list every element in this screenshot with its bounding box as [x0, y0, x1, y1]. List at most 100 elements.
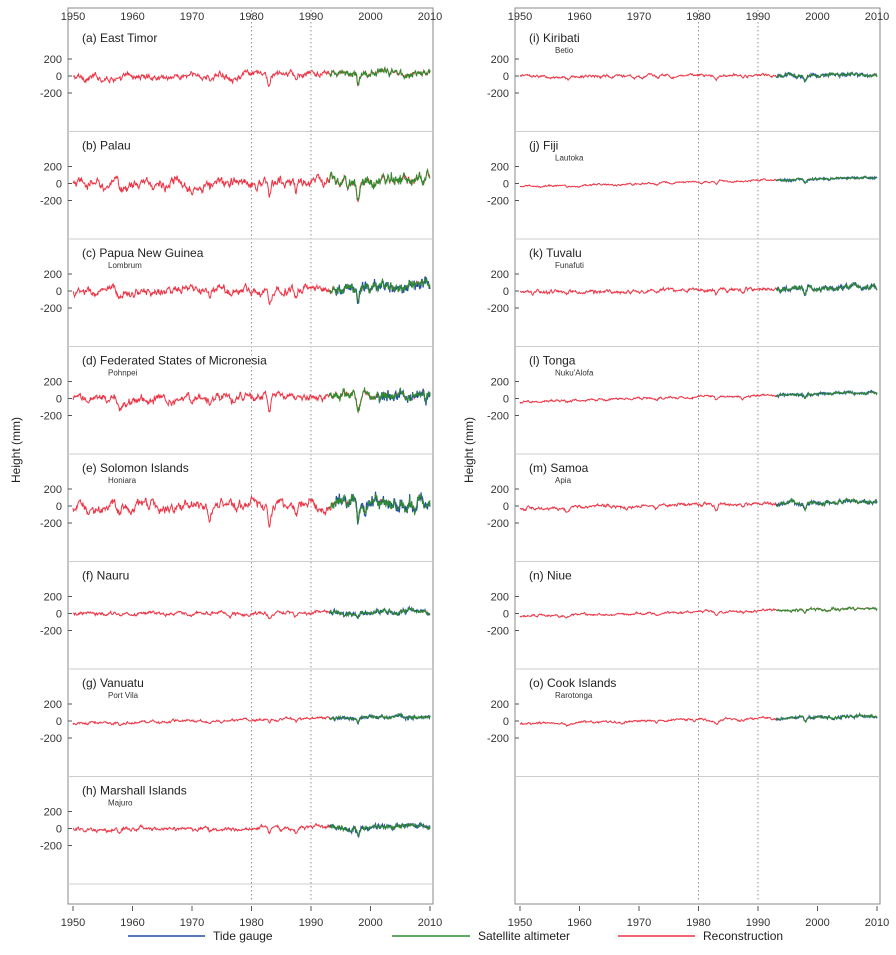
panel-d-altimeter-line — [328, 386, 431, 414]
panel-f-ytick-0: 0 — [56, 609, 62, 621]
panel-h-altimeter-line — [328, 822, 431, 837]
panel-b-altimeter-line — [328, 167, 431, 201]
panel-h-ytick-200: 200 — [44, 807, 62, 819]
panel-f-title: (f) Nauru — [82, 569, 129, 583]
panel-n-title: (n) Niue — [529, 569, 572, 583]
panel-l-site: Nuku'Alofa — [555, 369, 594, 378]
panel-d-ytick--200: -200 — [40, 411, 62, 423]
panel-l-ytick--200: -200 — [487, 411, 509, 423]
panel-o-reconstruction-line — [519, 714, 878, 727]
legend-label-0: Tide gauge — [213, 929, 273, 943]
legend-label-2: Reconstruction — [703, 929, 783, 943]
right-top-xtick-1950: 1950 — [508, 11, 532, 23]
panel-k-ytick-0: 0 — [503, 286, 509, 298]
panel-a-ytick--200: -200 — [40, 88, 62, 100]
panel-e-site: Honiara — [108, 476, 137, 485]
panel-b-ytick-200: 200 — [44, 162, 62, 174]
panel-n-ytick--200: -200 — [487, 626, 509, 638]
panel-f-ytick--200: -200 — [40, 626, 62, 638]
right-top-xtick-1960: 1960 — [567, 11, 591, 23]
panel-h-ytick--200: -200 — [40, 841, 62, 853]
right-top-xtick-2010: 2010 — [865, 11, 889, 23]
panel-e-altimeter-line — [328, 493, 431, 524]
panel-h-title: (h) Marshall Islands — [82, 784, 187, 798]
panel-e-ytick--200: -200 — [40, 518, 62, 530]
panel-a-altimeter-line — [329, 66, 431, 86]
right-bottom-xtick-2000: 2000 — [805, 917, 829, 929]
panel-o-ytick-0: 0 — [503, 716, 509, 728]
legend-label-1: Satellite altimeter — [478, 929, 570, 943]
panel-m-ytick-200: 200 — [491, 484, 509, 496]
panel-j-title: (j) Fiji — [529, 139, 558, 153]
panel-n-ytick-0: 0 — [503, 609, 509, 621]
panel-g-ytick--200: -200 — [40, 733, 62, 745]
panel-l-altimeter-line — [775, 390, 878, 400]
panel-c-ytick-200: 200 — [44, 269, 62, 281]
panel-d-ytick-200: 200 — [44, 377, 62, 389]
panel-o-title: (o) Cook Islands — [529, 676, 616, 690]
panel-j-ytick-200: 200 — [491, 162, 509, 174]
left-bottom-xtick-2010: 2010 — [418, 917, 442, 929]
right-top-xtick-1970: 1970 — [627, 11, 651, 23]
panel-g-site: Port Vila — [108, 691, 139, 700]
panel-d-site: Pohnpei — [108, 369, 138, 378]
panel-o-site: Rarotonga — [555, 691, 593, 700]
panel-i-ytick-200: 200 — [491, 54, 509, 66]
panel-i-ytick--200: -200 — [487, 88, 509, 100]
panel-o-ytick--200: -200 — [487, 733, 509, 745]
panel-a-ytick-200: 200 — [44, 54, 62, 66]
panel-m-title: (m) Samoa — [529, 461, 589, 475]
panel-b-ytick--200: -200 — [40, 196, 62, 208]
panel-f-ytick-200: 200 — [44, 592, 62, 604]
panel-m-site: Apia — [555, 476, 572, 485]
panel-k-altimeter-line — [775, 282, 878, 297]
panel-j-ytick-0: 0 — [503, 179, 509, 191]
panel-d-ytick-0: 0 — [56, 394, 62, 406]
panel-j-site: Lautoka — [555, 154, 584, 163]
panel-h-ytick-0: 0 — [56, 824, 62, 836]
panel-b-ytick-0: 0 — [56, 179, 62, 191]
panel-g-ytick-200: 200 — [44, 699, 62, 711]
panel-o-ytick-200: 200 — [491, 699, 509, 711]
left-column-frame — [67, 7, 434, 905]
left-bottom-xtick-1990: 1990 — [299, 917, 323, 929]
panel-h-site: Majuro — [108, 799, 133, 808]
panel-d-title: (d) Federated States of Micronesia — [82, 354, 267, 368]
panel-k-ytick--200: -200 — [487, 303, 509, 315]
panel-g-altimeter-line — [328, 712, 431, 724]
panel-e-ytick-0: 0 — [56, 501, 62, 513]
panel-l-ytick-0: 0 — [503, 394, 509, 406]
panel-i-ytick-0: 0 — [503, 71, 509, 83]
panel-j-ytick--200: -200 — [487, 196, 509, 208]
panel-g-title: (g) Vanuatu — [82, 676, 144, 690]
panel-n-reconstruction-line — [519, 606, 878, 619]
panel-k-ytick-200: 200 — [491, 269, 509, 281]
panel-k-title: (k) Tuvalu — [529, 246, 582, 260]
left-bottom-xtick-1950: 1950 — [61, 917, 85, 929]
panel-c-ytick-0: 0 — [56, 286, 62, 298]
panel-c-altimeter-line — [328, 277, 431, 305]
panel-a-title: (a) East Timor — [82, 31, 157, 45]
right-column-frame — [514, 7, 881, 905]
left-top-xtick-1950: 1950 — [61, 11, 85, 23]
panel-b-title: (b) Palau — [82, 139, 131, 153]
panel-l-ytick-200: 200 — [491, 377, 509, 389]
right-top-xtick-1990: 1990 — [746, 11, 770, 23]
left-bottom-xtick-1960: 1960 — [120, 917, 144, 929]
right-bottom-xtick-1980: 1980 — [686, 917, 710, 929]
right-bottom-xtick-1950: 1950 — [508, 917, 532, 929]
panel-n-altimeter-line — [776, 606, 878, 614]
left-y-axis-label: Height (mm) — [9, 417, 23, 483]
right-bottom-xtick-1970: 1970 — [627, 917, 651, 929]
panel-i-altimeter-line — [775, 71, 878, 83]
panel-k-site: Funafuti — [555, 261, 584, 270]
panel-a-ytick-0: 0 — [56, 71, 62, 83]
left-top-xtick-2000: 2000 — [358, 11, 382, 23]
panel-i-title: (i) Kiribati — [529, 31, 580, 45]
panel-m-altimeter-line — [776, 497, 878, 513]
panel-m-ytick--200: -200 — [487, 518, 509, 530]
panel-d-reconstruction-line — [72, 388, 431, 415]
panel-m-ytick-0: 0 — [503, 501, 509, 513]
